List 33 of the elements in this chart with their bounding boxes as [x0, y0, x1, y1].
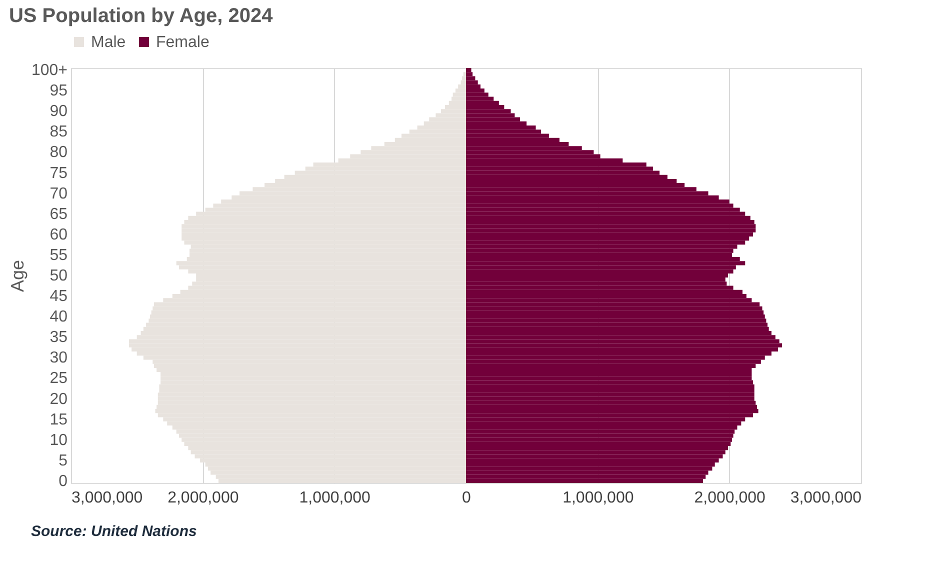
x-tick-label: 3,000,000	[790, 490, 862, 506]
y-tick-label: 100+	[31, 62, 68, 80]
x-tick-label: 3,000,000	[72, 490, 143, 506]
y-tick-label: 25	[50, 370, 68, 388]
source-note: Source: United Nations	[31, 523, 197, 540]
legend-label: Female	[156, 34, 210, 51]
y-tick-label: 0	[58, 472, 68, 490]
y-tick-label: 85	[50, 124, 68, 141]
y-tick-label: 50	[50, 268, 68, 284]
y-tick-label: 55	[50, 246, 68, 264]
legend-label: Male	[91, 34, 126, 51]
y-tick-label: 95	[50, 82, 68, 100]
y-tick-label: 75	[50, 164, 68, 182]
y-tick-label: 15	[50, 411, 68, 428]
y-tick-label: 65	[50, 206, 68, 223]
y-tick-label: 10	[50, 432, 68, 449]
y-tick-label: 90	[50, 103, 68, 120]
y-tick-label: 60	[50, 226, 68, 244]
y-tick-label: 80	[50, 144, 68, 162]
y-axis-title: Age	[7, 260, 28, 292]
y-tick-label: 5	[58, 452, 68, 470]
x-tick-label: 2,000,000	[694, 490, 766, 506]
y-tick-label: 70	[50, 185, 68, 202]
y-tick-label: 45	[50, 288, 68, 306]
x-tick-label: 2,000,000	[168, 490, 239, 506]
x-tick-label: 0	[462, 490, 472, 506]
x-tick-label: 1,000,000	[299, 490, 371, 506]
y-tick-label: 40	[50, 308, 68, 326]
chart-title: US Population by Age, 2024	[8, 5, 274, 27]
y-tick-label: 35	[50, 329, 68, 346]
x-tick-label: 1,000,000	[562, 490, 634, 506]
y-tick-label: 30	[50, 350, 68, 367]
y-tick-label: 20	[50, 390, 68, 408]
